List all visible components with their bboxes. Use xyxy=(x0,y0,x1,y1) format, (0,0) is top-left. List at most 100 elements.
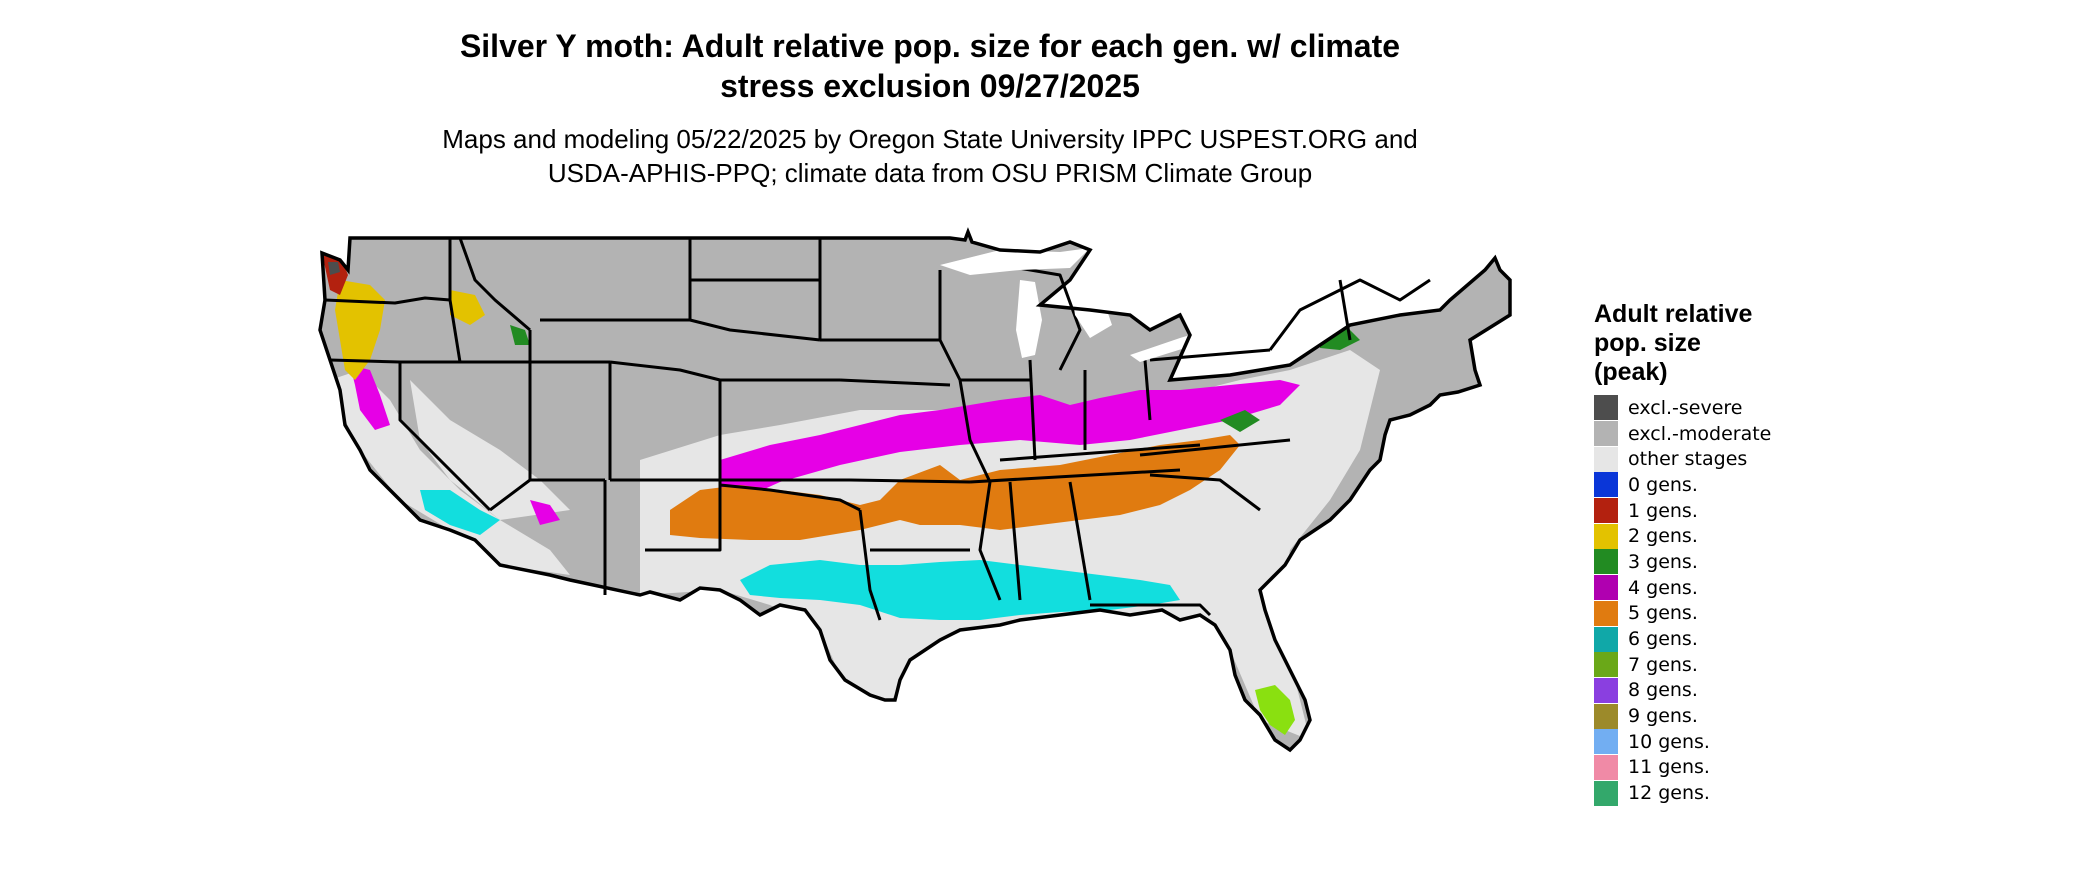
legend-label: 9 gens. xyxy=(1628,705,1698,728)
map-subtitle: Maps and modeling 05/22/2025 by Oregon S… xyxy=(0,122,1860,190)
legend-label: 7 gens. xyxy=(1628,653,1698,676)
zone-gen-6 xyxy=(740,560,1180,620)
map-subtitle-line-2: USDA-APHIS-PPQ; climate data from OSU PR… xyxy=(547,158,1313,188)
lake-superior xyxy=(940,248,1090,275)
border-wa-or xyxy=(324,296,451,305)
legend-label: excl.-moderate xyxy=(1628,422,1772,445)
legend-title: Adult relative pop. size (peak) xyxy=(1594,300,1894,387)
legend-item: 1 gens. xyxy=(1594,498,1894,524)
border-ga-fl xyxy=(1090,603,1212,617)
legend-label: 5 gens. xyxy=(1628,602,1698,625)
lake-erie xyxy=(1130,332,1200,362)
legend-swatch xyxy=(1594,421,1618,447)
legend-swatch xyxy=(1594,549,1618,575)
border-id-mt xyxy=(458,237,531,332)
zone-gen-7-texas xyxy=(705,625,745,675)
legend-item: other stages xyxy=(1594,446,1894,472)
border-new-england xyxy=(1268,278,1431,351)
legend-item: 7 gens. xyxy=(1594,652,1894,678)
generation-zones xyxy=(322,253,1380,740)
zone-gen-3-tn xyxy=(1220,410,1260,432)
zone-other-stages-sw xyxy=(410,380,570,520)
legend-swatch xyxy=(1594,677,1618,703)
zone-gen-2 xyxy=(335,280,385,380)
legend-swatch xyxy=(1594,600,1618,626)
legend-label: excl.-severe xyxy=(1628,396,1743,419)
zone-gen-4-sw xyxy=(530,500,560,525)
legend-label: 10 gens. xyxy=(1628,730,1710,753)
map-title: Silver Y moth: Adult relative pop. size … xyxy=(0,26,1860,106)
legend-swatch xyxy=(1594,575,1618,601)
legend-label: 2 gens. xyxy=(1628,525,1698,548)
border-or-ca-nv xyxy=(329,358,530,364)
legend-label: 11 gens. xyxy=(1628,756,1710,779)
legend-label: 1 gens. xyxy=(1628,499,1698,522)
legend-title-line-3: (peak) xyxy=(1594,358,1668,386)
border-ok-tx xyxy=(719,483,861,512)
border-wy-co-ne xyxy=(609,360,721,382)
map-title-line-1: Silver Y moth: Adult relative pop. size … xyxy=(459,28,1401,64)
legend: Adult relative pop. size (peak) excl.-se… xyxy=(1594,300,1894,806)
legend-item: 3 gens. xyxy=(1594,549,1894,575)
zone-excluded-severe xyxy=(328,262,340,275)
legend-label: 4 gens. xyxy=(1628,576,1698,599)
legend-swatch xyxy=(1594,703,1618,729)
border-mi xyxy=(999,263,1082,371)
border-va-nc xyxy=(1139,438,1291,457)
map-title-line-2: stress exclusion 09/27/2025 xyxy=(720,68,1140,104)
border-nv-az xyxy=(489,478,605,512)
zone-gen-4-west xyxy=(350,365,390,430)
legend-swatch xyxy=(1594,523,1618,549)
legend-item: 4 gens. xyxy=(1594,575,1894,601)
legend-swatch xyxy=(1594,472,1618,498)
border-ny-vt xyxy=(1338,279,1352,341)
lake-michigan xyxy=(1016,280,1042,358)
legend-title-line-1: Adult relative xyxy=(1594,300,1753,328)
legend-label: 3 gens. xyxy=(1628,550,1698,573)
border-al-ga xyxy=(1068,481,1092,601)
legend-swatch xyxy=(1594,652,1618,678)
border-il-in xyxy=(1028,359,1037,461)
legend-title-line-2: pop. size xyxy=(1594,329,1701,357)
legend-swatch xyxy=(1594,626,1618,652)
legend-swatch xyxy=(1594,498,1618,524)
legend-swatch xyxy=(1594,754,1618,780)
zone-gen-5 xyxy=(670,435,1240,540)
legend-item: 0 gens. xyxy=(1594,472,1894,498)
legend-label: 8 gens. xyxy=(1628,679,1698,702)
legend-item: excl.-severe xyxy=(1594,395,1894,421)
zone-gen-2-idaho xyxy=(450,290,485,325)
legend-item: excl.-moderate xyxy=(1594,421,1894,447)
border-tn-south xyxy=(969,468,1181,484)
legend-swatch xyxy=(1594,780,1618,806)
legend-item: 8 gens. xyxy=(1594,677,1894,704)
legend-item: 6 gens. xyxy=(1594,626,1894,652)
border-mn-wi xyxy=(938,270,962,381)
legend-item: 2 gens. xyxy=(1594,523,1894,549)
border-pa-ny xyxy=(1149,348,1271,362)
zone-other-stages-west xyxy=(330,370,570,575)
state-borders xyxy=(324,237,1431,621)
legend-swatch xyxy=(1594,395,1618,421)
legend-swatch xyxy=(1594,446,1618,472)
map-subtitle-line-1: Maps and modeling 05/22/2025 by Oregon S… xyxy=(442,124,1418,154)
border-ms-al xyxy=(1008,481,1022,601)
lake-ontario xyxy=(1230,315,1285,330)
legend-item: 9 gens. xyxy=(1594,703,1894,729)
legend-item: 5 gens. xyxy=(1594,600,1894,627)
legend-label: 0 gens. xyxy=(1628,473,1698,496)
border-oh-pa xyxy=(1143,359,1152,421)
border-sd-ne xyxy=(689,318,821,342)
border-ky-tn xyxy=(999,443,1201,462)
us-map xyxy=(300,220,1600,890)
border-mo-ar xyxy=(849,478,971,484)
us-map-svg xyxy=(318,230,1512,752)
legend-item: 11 gens. xyxy=(1594,754,1894,781)
zone-gen-3-nv xyxy=(510,325,530,345)
legend-label: 12 gens. xyxy=(1628,782,1710,805)
legend-item: 12 gens. xyxy=(1594,780,1894,806)
border-nc-sc xyxy=(1149,473,1261,512)
legend-item: 10 gens. xyxy=(1594,729,1894,755)
zone-gen-7-florida xyxy=(1255,685,1295,735)
legend-swatch xyxy=(1594,729,1618,755)
